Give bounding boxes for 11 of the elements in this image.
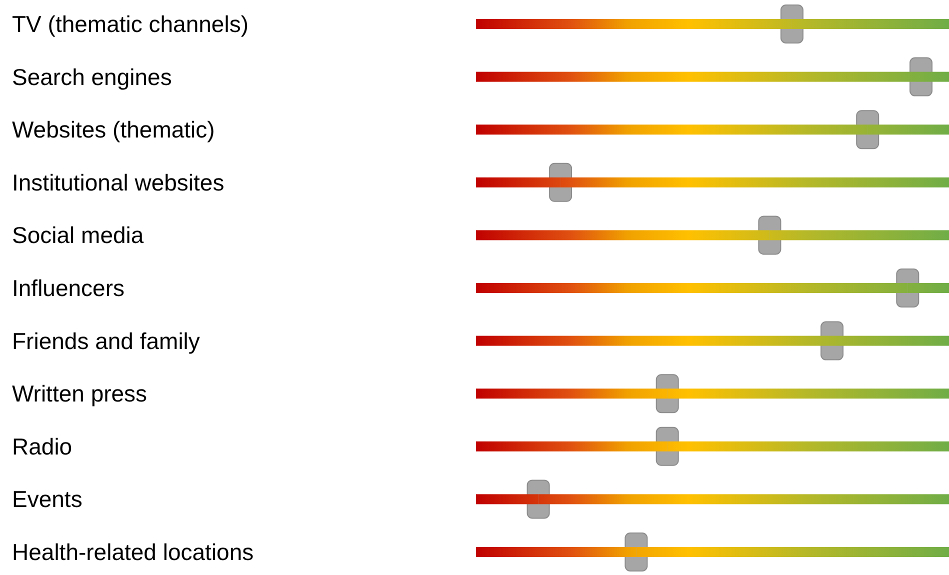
y-tick-label: Radio [12,433,72,460]
y-tick-label: Written press [12,380,148,407]
y-tick-label: Health-related locations [12,539,254,565]
y-tick-label: Search engines [12,64,172,90]
y-tick-label: Events [12,486,82,512]
y-tick-label: Websites (thematic) [12,116,215,143]
y-tick-label: Social media [12,222,144,248]
y-tick-label: Institutional websites [12,169,224,196]
y-tick-label: Influencers [12,275,125,301]
y-tick-label: TV (thematic channels) [12,11,248,37]
y-tick-label: Friends and family [12,328,200,354]
